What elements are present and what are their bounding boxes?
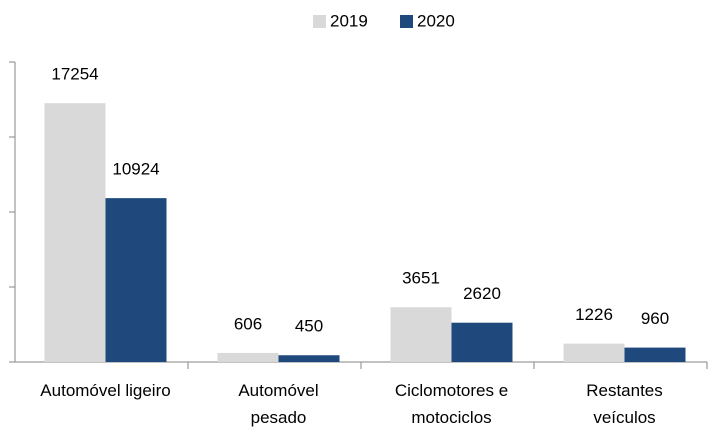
bar: [44, 103, 106, 362]
legend-label: 2019: [330, 11, 368, 30]
data-label: 3651: [402, 269, 440, 288]
data-label: 450: [295, 317, 323, 336]
bar: [278, 355, 340, 362]
legend-swatch: [313, 15, 326, 28]
data-label: 17254: [51, 65, 98, 84]
bar: [217, 352, 279, 362]
data-label: 606: [234, 314, 262, 333]
bar: [390, 307, 452, 362]
x-tick-label: Automóvel ligeiro: [40, 381, 170, 400]
x-tick-label: Ciclomotores e motociclos: [395, 381, 508, 427]
data-label: 2620: [463, 284, 501, 303]
x-tick-label: Restantes veículos: [586, 381, 663, 427]
x-tick-label: Automóvel pesado: [238, 381, 318, 427]
data-label: 960: [641, 309, 669, 328]
data-label: 10924: [112, 160, 159, 179]
bar: [563, 343, 625, 362]
legend-label: 2020: [417, 11, 455, 30]
bar: [451, 322, 513, 362]
legend-swatch: [400, 15, 413, 28]
bar: [105, 198, 167, 362]
data-label: 1226: [575, 305, 613, 324]
bar: [624, 347, 686, 362]
